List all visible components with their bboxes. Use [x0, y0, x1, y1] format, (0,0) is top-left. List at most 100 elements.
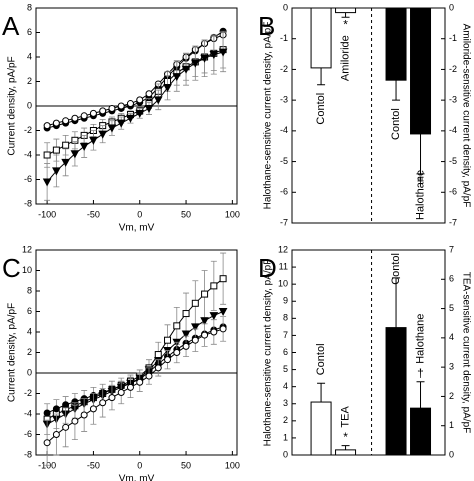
bar: [410, 7, 432, 135]
x-tick-label: 50: [181, 460, 191, 470]
error-bar: [317, 382, 326, 403]
y2-tick-label: 4: [449, 332, 454, 342]
data-point: [145, 372, 153, 380]
data-point: [70, 150, 80, 159]
bar: [310, 7, 332, 69]
data-point: [181, 330, 191, 339]
y-axis-label: Halothane-sensitive current density, pA/…: [263, 22, 274, 210]
y-tick-label: 6: [27, 27, 32, 37]
y2-tick-label: -1: [449, 33, 457, 43]
data-point: [210, 328, 218, 336]
data-point: [62, 117, 70, 125]
category-label: Contol: [315, 343, 327, 375]
y-tick-label: -8: [24, 449, 32, 459]
data-point: [98, 130, 108, 139]
y2-tick-label: -6: [449, 187, 457, 197]
y-tick-label: -6: [24, 429, 32, 439]
bar: [410, 407, 432, 456]
bar: [385, 7, 407, 81]
data-point: [219, 325, 227, 333]
data-point: [62, 423, 70, 431]
y-tick-label: -4: [24, 408, 32, 418]
y-tick-label: -7: [280, 217, 288, 227]
x-tick-label: -100: [38, 209, 56, 219]
y2-axis-label: TEA-sensitive current density, pA/pF: [460, 272, 471, 434]
y-tick-label: 2: [27, 347, 32, 357]
y-axis-label: Current density, pA/pF: [7, 56, 18, 155]
data-point: [210, 282, 218, 290]
data-point: [52, 167, 61, 176]
data-point: [136, 96, 144, 104]
category-label: Contol: [390, 108, 402, 140]
error-bar: [392, 277, 401, 328]
y-tick-label: 10: [22, 265, 32, 275]
y-tick-label: 0: [283, 2, 288, 12]
x-tick-label: -50: [87, 460, 100, 470]
y-tick-label: -5: [280, 156, 288, 166]
y-tick-label: -8: [24, 198, 32, 208]
y-tick-label: 6: [283, 347, 288, 357]
data-point: [182, 342, 190, 350]
y2-tick-label: 5: [449, 303, 454, 313]
x-tick-label: -50: [87, 209, 100, 219]
data-point: [182, 310, 190, 318]
y2-tick-label: -2: [449, 64, 457, 74]
y-tick-label: 6: [27, 306, 32, 316]
category-label: Halothane: [414, 314, 426, 364]
y-tick-label: 7: [283, 330, 288, 340]
data-point: [126, 383, 134, 391]
y-tick-label: 8: [283, 313, 288, 323]
data-point: [136, 378, 144, 386]
data-point: [172, 73, 182, 82]
x-tick-label: 50: [181, 209, 191, 219]
y-tick-label: 4: [27, 51, 32, 61]
significance-mark: †: [417, 366, 424, 380]
data-point: [43, 439, 51, 447]
x-tick-label: 0: [137, 460, 142, 470]
y-tick-label: 4: [283, 381, 288, 391]
data-point: [43, 409, 51, 417]
data-point: [89, 136, 98, 145]
data-point: [135, 109, 145, 118]
y-tick-label: 4: [27, 326, 32, 336]
data-point: [164, 356, 172, 364]
data-point: [190, 323, 200, 332]
category-label: Amiloride: [339, 35, 351, 81]
y-tick-label: 2: [27, 76, 32, 86]
data-point: [209, 51, 219, 60]
significance-mark: *: [343, 430, 348, 444]
data-point: [80, 411, 88, 419]
panel-label: B: [258, 11, 275, 41]
category-label: Contol: [315, 93, 327, 125]
error-bar: [341, 12, 350, 18]
data-point: [145, 90, 153, 98]
y2-tick-label: -3: [449, 95, 457, 105]
y-tick-label: 2: [283, 415, 288, 425]
data-point: [89, 109, 97, 117]
data-point: [200, 317, 209, 326]
data-point: [99, 107, 107, 115]
data-point: [99, 399, 107, 407]
bar: [385, 327, 407, 456]
y2-tick-label: -5: [449, 156, 457, 166]
y-tick-label: -4: [280, 125, 288, 135]
y2-tick-label: 7: [449, 244, 454, 254]
data-point: [79, 142, 89, 151]
error-bar: [416, 381, 425, 409]
significance-mark: *: [343, 17, 348, 31]
data-point: [181, 65, 191, 74]
data-point: [108, 394, 116, 402]
y-tick-label: 8: [27, 2, 32, 12]
category-label: TEA: [339, 406, 351, 428]
data-point: [43, 151, 51, 159]
data-point: [52, 119, 60, 127]
data-point: [173, 322, 181, 330]
data-point: [89, 405, 97, 413]
data-point: [52, 146, 60, 154]
data-point: [190, 59, 200, 68]
data-point: [116, 119, 126, 128]
data-point: [154, 364, 162, 372]
x-axis-label: Vm, mV: [119, 474, 155, 481]
error-bar: [317, 67, 326, 86]
